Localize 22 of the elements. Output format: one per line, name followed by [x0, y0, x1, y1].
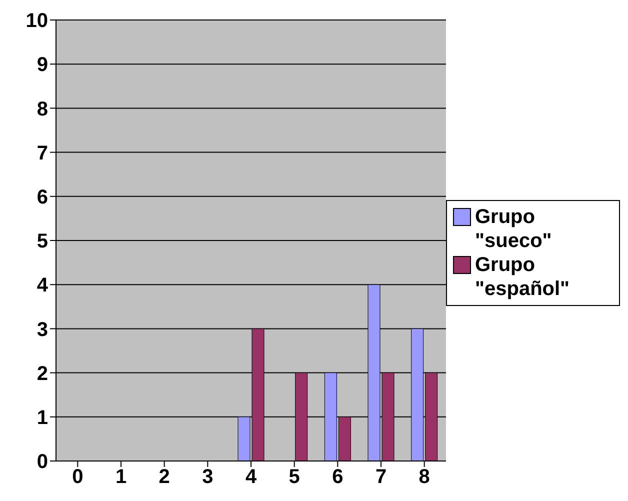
y-tick-label: 3: [36, 318, 48, 341]
x-tick-label: 2: [158, 466, 170, 488]
y-tick-label: 5: [36, 230, 48, 253]
x-tick-label: 7: [375, 466, 387, 488]
y-tick-label: 7: [36, 142, 48, 164]
y-tick-label: 10: [26, 10, 48, 32]
y-tick-label: 2: [36, 362, 48, 385]
x-tick-label: 5: [288, 466, 300, 488]
y-tick-label: 6: [36, 186, 48, 208]
x-tick-label: 8: [418, 466, 430, 488]
x-tick-label: 6: [332, 466, 344, 488]
x-tick-label: 4: [245, 466, 258, 488]
x-tick-label: 0: [72, 466, 84, 488]
x-tick-label: 1: [115, 466, 127, 488]
y-tick-label: 0: [36, 451, 48, 474]
y-tick-label: 1: [36, 407, 48, 429]
y-tick-label: 4: [36, 274, 49, 297]
y-tick-label: 8: [36, 98, 48, 120]
legend-label: Grupo "español": [475, 253, 571, 301]
y-tick-label: 9: [36, 54, 48, 76]
legend-label: Grupo "sueco": [475, 205, 553, 253]
x-tick-label: 3: [202, 466, 214, 488]
